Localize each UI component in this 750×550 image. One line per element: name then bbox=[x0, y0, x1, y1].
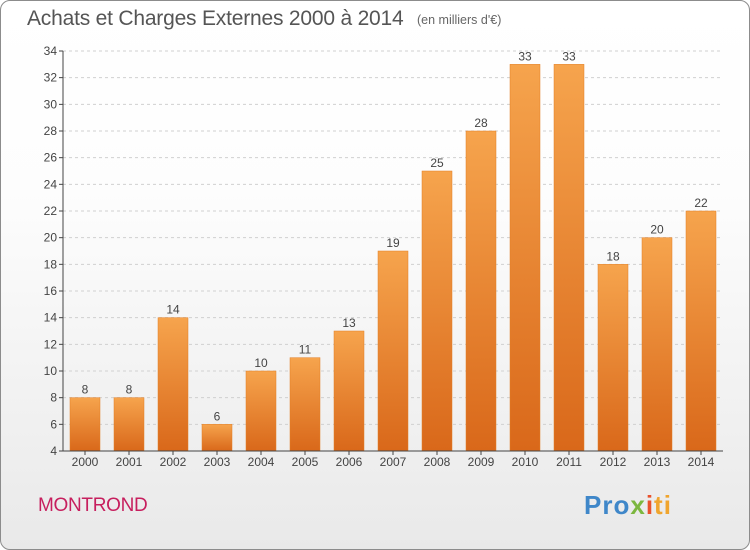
bar bbox=[377, 250, 409, 452]
bar bbox=[421, 170, 453, 452]
data-label: 25 bbox=[430, 156, 444, 170]
y-tick-label: 34 bbox=[44, 44, 58, 58]
data-label: 10 bbox=[254, 356, 268, 370]
x-tick-label: 2008 bbox=[424, 455, 451, 469]
data-label: 6 bbox=[214, 409, 221, 423]
y-tick-label: 30 bbox=[44, 97, 58, 111]
data-label: 19 bbox=[386, 236, 400, 250]
y-tick-label: 14 bbox=[44, 311, 58, 325]
bar bbox=[289, 357, 321, 452]
x-tick-label: 2009 bbox=[468, 455, 495, 469]
town-name: MONTROND bbox=[38, 495, 148, 516]
logo-part-2: x bbox=[630, 490, 646, 520]
x-tick-label: 2007 bbox=[380, 455, 407, 469]
data-label: 8 bbox=[82, 383, 89, 397]
y-tick-label: 24 bbox=[44, 177, 58, 191]
x-tick-label: 2014 bbox=[688, 455, 715, 469]
data-label: 14 bbox=[166, 303, 180, 317]
bar bbox=[509, 64, 541, 452]
y-tick-label: 32 bbox=[44, 71, 58, 85]
x-tick-label: 2003 bbox=[204, 455, 231, 469]
data-label: 18 bbox=[606, 249, 620, 263]
y-tick-label: 16 bbox=[44, 284, 58, 298]
bar bbox=[69, 397, 101, 452]
y-tick-label: 26 bbox=[44, 151, 58, 165]
y-tick-label: 20 bbox=[44, 231, 58, 245]
bar bbox=[641, 237, 673, 452]
logo-part-1: Pro bbox=[584, 490, 631, 520]
data-label: 20 bbox=[650, 223, 664, 237]
x-tick-label: 2006 bbox=[336, 455, 363, 469]
bar bbox=[465, 130, 497, 452]
x-tick-label: 2012 bbox=[600, 455, 627, 469]
bar bbox=[113, 397, 145, 452]
bar bbox=[685, 210, 717, 452]
data-label: 13 bbox=[342, 316, 356, 330]
bar bbox=[553, 64, 585, 452]
data-label: 8 bbox=[126, 383, 133, 397]
proxiti-logo: Proxiti bbox=[584, 490, 672, 521]
x-tick-label: 2000 bbox=[72, 455, 99, 469]
y-tick-label: 4 bbox=[50, 444, 57, 458]
x-tick-label: 2011 bbox=[556, 455, 582, 469]
y-tick-label: 6 bbox=[50, 417, 57, 431]
y-tick-label: 22 bbox=[44, 204, 58, 218]
bar bbox=[597, 264, 629, 452]
x-tick-label: 2004 bbox=[248, 455, 275, 469]
x-tick-label: 2001 bbox=[116, 455, 143, 469]
bar bbox=[157, 317, 189, 452]
y-tick-label: 10 bbox=[44, 364, 58, 378]
data-label: 22 bbox=[694, 196, 708, 210]
bar bbox=[245, 370, 277, 452]
chart-subtitle: (en milliers d'€) bbox=[417, 13, 502, 27]
data-label: 28 bbox=[474, 116, 488, 130]
x-tick-label: 2013 bbox=[644, 455, 671, 469]
data-label: 33 bbox=[562, 49, 576, 63]
x-tick-label: 2005 bbox=[292, 455, 319, 469]
x-tick-label: 2010 bbox=[512, 455, 539, 469]
y-tick-label: 28 bbox=[44, 124, 58, 138]
bar bbox=[201, 424, 233, 452]
y-tick-label: 8 bbox=[50, 391, 57, 405]
y-tick-label: 18 bbox=[44, 257, 58, 271]
y-tick-label: 12 bbox=[44, 337, 58, 351]
logo-part-3: i bbox=[645, 490, 655, 520]
bar bbox=[333, 330, 365, 452]
chart-title: Achats et Charges Externes 2000 à 2014 bbox=[27, 7, 404, 30]
x-tick-label: 2002 bbox=[160, 455, 187, 469]
data-label: 33 bbox=[518, 49, 532, 63]
data-label: 11 bbox=[299, 343, 312, 357]
logo-part-4: ti bbox=[654, 490, 672, 520]
